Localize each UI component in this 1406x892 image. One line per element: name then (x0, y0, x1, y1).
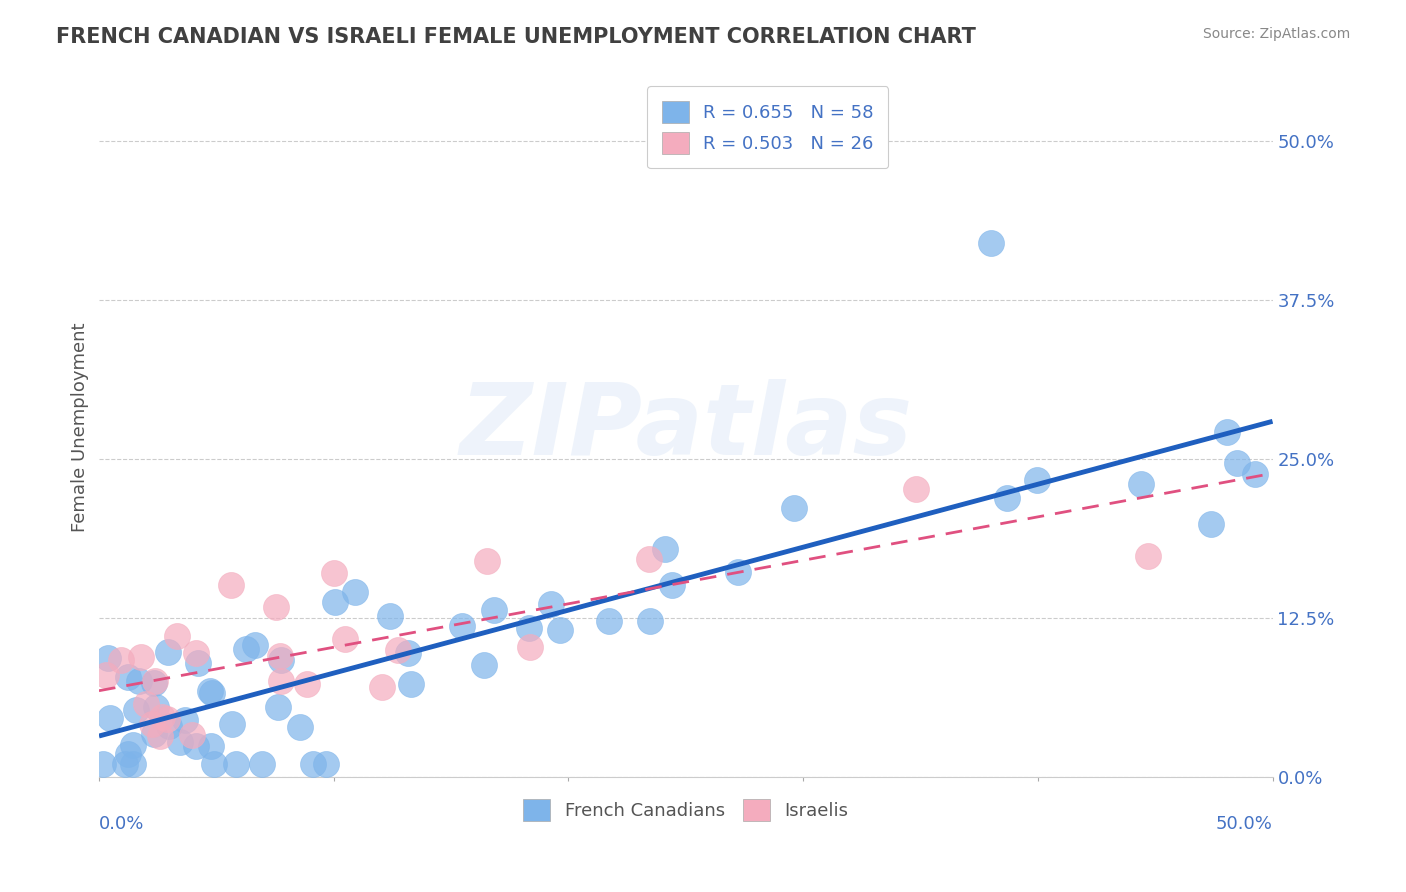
Point (117, 670, 139, 684)
Point (1137, 549, 1160, 564)
Point (186, 657, 208, 671)
Point (135, 697, 157, 711)
Text: FRENCH CANADIAN VS ISRAELI FEMALE UNEMPLOYMENT CORRELATION CHART: FRENCH CANADIAN VS ISRAELI FEMALE UNEMPL… (56, 27, 976, 46)
Point (145, 699, 167, 714)
Point (548, 623, 571, 637)
Point (201, 686, 224, 700)
Point (122, 738, 145, 752)
Point (173, 713, 195, 727)
Point (184, 739, 207, 754)
Point (141, 717, 163, 731)
Point (117, 747, 139, 762)
Point (290, 720, 312, 734)
Point (904, 483, 927, 497)
Point (225, 756, 247, 771)
Point (245, 639, 267, 653)
Point (114, 756, 136, 771)
Point (315, 756, 337, 771)
Point (322, 566, 344, 581)
Text: 50.0%: 50.0% (1216, 815, 1272, 833)
Point (638, 551, 661, 566)
Point (110, 652, 132, 666)
Point (396, 647, 419, 661)
Text: ZIPatlas: ZIPatlas (460, 378, 912, 475)
Point (399, 677, 422, 691)
Point (264, 599, 287, 614)
Point (638, 614, 661, 628)
Point (517, 622, 540, 636)
Point (156, 645, 179, 659)
Point (477, 554, 499, 568)
Point (149, 729, 172, 743)
Point (156, 712, 179, 726)
Point (519, 640, 541, 655)
Point (221, 716, 243, 731)
Point (202, 756, 225, 771)
Point (91, 756, 114, 771)
Point (157, 719, 180, 733)
Point (166, 629, 188, 643)
Point (387, 642, 409, 657)
Y-axis label: Female Unemployment: Female Unemployment (72, 322, 89, 532)
Point (235, 642, 257, 657)
Point (270, 653, 292, 667)
Point (142, 727, 165, 741)
Text: Source: ZipAtlas.com: Source: ZipAtlas.com (1202, 27, 1350, 41)
Point (250, 756, 273, 771)
Point (484, 602, 506, 616)
Point (472, 657, 495, 672)
Point (727, 565, 749, 579)
Point (661, 578, 683, 592)
Point (995, 491, 1018, 505)
Point (301, 756, 323, 771)
Point (540, 597, 562, 611)
Point (128, 673, 150, 688)
Point (142, 676, 165, 690)
Point (325, 595, 347, 609)
Point (186, 646, 208, 660)
Point (371, 680, 394, 694)
Point (269, 648, 291, 663)
Point (980, 235, 1002, 250)
Point (169, 735, 191, 749)
Point (181, 728, 204, 742)
Point (1199, 516, 1222, 531)
Point (122, 756, 145, 771)
Point (266, 700, 288, 714)
Legend: French Canadians, Israelis: French Canadians, Israelis (515, 790, 858, 830)
Point (378, 609, 401, 624)
Point (451, 619, 474, 633)
Point (219, 578, 242, 592)
Point (1215, 425, 1237, 439)
Point (94, 667, 117, 681)
Point (200, 684, 222, 698)
Point (333, 632, 356, 646)
Point (1025, 473, 1047, 487)
Point (129, 650, 152, 665)
Text: 0.0%: 0.0% (98, 815, 145, 833)
Point (1129, 477, 1152, 491)
Point (125, 703, 148, 717)
Point (150, 709, 173, 723)
Point (598, 614, 620, 628)
Point (200, 739, 222, 753)
Point (1243, 467, 1265, 481)
Point (783, 501, 806, 516)
Point (1226, 456, 1249, 470)
Point (270, 673, 292, 688)
Point (145, 673, 167, 688)
Point (297, 677, 319, 691)
Point (98, 711, 121, 725)
Point (343, 585, 366, 599)
Point (654, 542, 676, 557)
Point (97, 651, 120, 665)
